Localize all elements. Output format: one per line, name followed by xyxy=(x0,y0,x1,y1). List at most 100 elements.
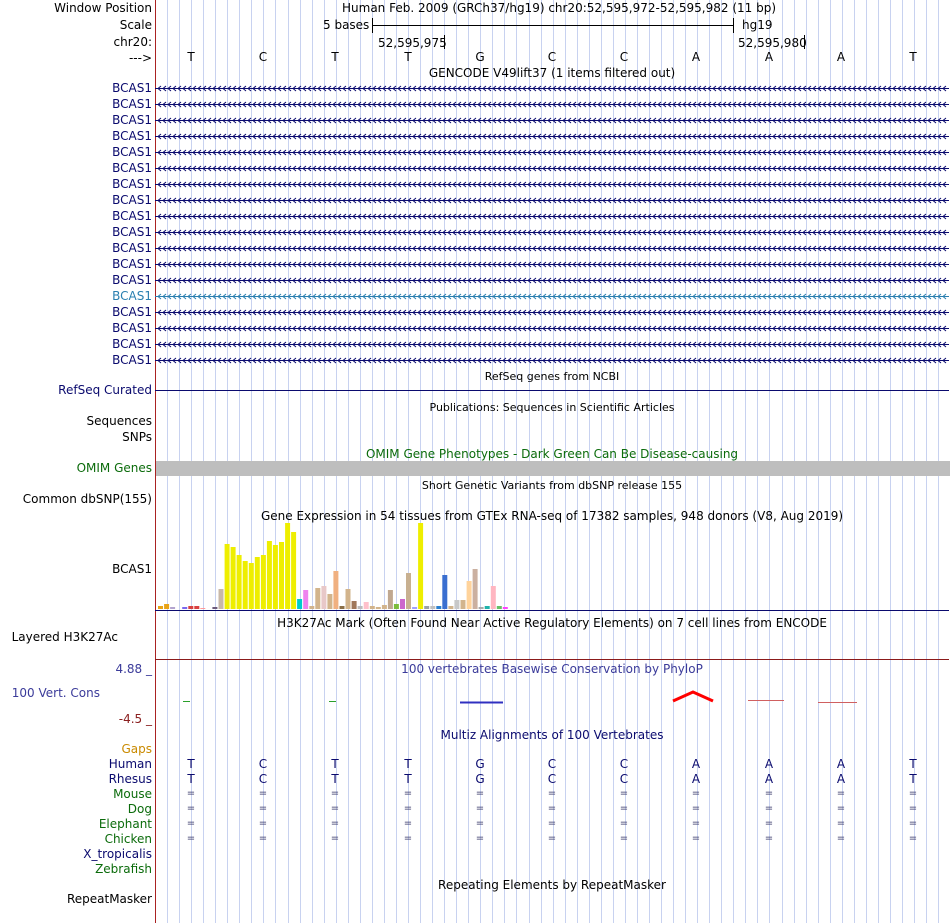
gencode-item-label[interactable]: BCAS1 xyxy=(112,225,152,239)
gaps-label: Gaps xyxy=(121,742,152,756)
gtex-bar xyxy=(236,555,242,609)
gencode-item-label[interactable]: BCAS1 xyxy=(112,81,152,95)
alignment-base: = xyxy=(908,833,918,844)
multiz-title: Multiz Alignments of 100 Vertebrates xyxy=(440,728,664,742)
gtex-bar xyxy=(242,561,248,609)
gtex-bar xyxy=(158,606,163,609)
omim-title: OMIM Gene Phenotypes - Dark Green Can Be… xyxy=(365,447,739,461)
alignment-base: G xyxy=(475,772,485,786)
alignment-base: = xyxy=(691,788,701,799)
gencode-strand-arrows xyxy=(157,117,947,124)
gtex-bar xyxy=(315,588,321,609)
alignment-base: C xyxy=(547,757,557,771)
gencode-item-label[interactable]: BCAS1 xyxy=(112,257,152,271)
refseq-label[interactable]: RefSeq Curated xyxy=(58,383,152,397)
gtex-bar xyxy=(194,606,200,609)
gtex-gene-label[interactable]: BCAS1 xyxy=(112,562,152,576)
gtex-bar xyxy=(321,586,327,609)
gencode-item-label[interactable]: BCAS1 xyxy=(112,241,152,255)
snps-label[interactable]: SNPs xyxy=(122,430,152,444)
species-label[interactable]: Dog xyxy=(127,802,152,816)
alignment-base: T xyxy=(331,772,339,786)
gencode-item-label[interactable]: BCAS1 xyxy=(112,289,152,303)
alignment-base: = xyxy=(403,788,413,799)
window-position-value: Human Feb. 2009 (GRCh37/hg19) chr20:52,5… xyxy=(342,1,777,15)
alignment-base: = xyxy=(258,833,268,844)
alignment-base: = xyxy=(330,803,340,814)
gencode-item-label[interactable]: BCAS1 xyxy=(112,337,152,351)
gencode-title: GENCODE V49lift37 (1 items filtered out) xyxy=(428,66,676,80)
alignment-base: = xyxy=(547,818,557,829)
gtex-bar xyxy=(224,544,230,609)
alignment-base: = xyxy=(403,818,413,829)
gtex-bar xyxy=(297,599,303,609)
alignment-base: = xyxy=(475,818,485,829)
gencode-item-label[interactable]: BCAS1 xyxy=(112,305,152,319)
alignment-base: = xyxy=(186,788,196,799)
gtex-bar xyxy=(309,606,315,609)
alignment-base: = xyxy=(547,788,557,799)
gtex-title: Gene Expression in 54 tissues from GTEx … xyxy=(260,509,844,523)
gtex-bar xyxy=(339,606,345,609)
alignment-base: A xyxy=(691,757,701,771)
gencode-item-label[interactable]: BCAS1 xyxy=(112,321,152,335)
species-label[interactable]: Human xyxy=(108,757,152,771)
gtex-bar xyxy=(490,586,496,609)
species-label[interactable]: Elephant xyxy=(98,817,152,831)
sequence-base: T xyxy=(331,50,339,64)
gtex-bar xyxy=(363,602,369,609)
species-label[interactable]: Zebrafish xyxy=(95,862,152,876)
gencode-item-label[interactable]: BCAS1 xyxy=(112,273,152,287)
alignment-base: C xyxy=(258,772,268,786)
alignment-base: C xyxy=(619,772,629,786)
species-label[interactable]: Rhesus xyxy=(108,772,152,786)
gencode-strand-arrows xyxy=(157,229,947,236)
alignment-base: = xyxy=(475,833,485,844)
alignment-base: C xyxy=(258,757,268,771)
gtex-bar xyxy=(218,589,224,609)
gencode-item-label[interactable]: BCAS1 xyxy=(112,177,152,191)
gtex-bar xyxy=(436,606,442,609)
alignment-base: T xyxy=(404,757,412,771)
gtex-bar xyxy=(164,604,170,609)
chrom-label: chr20: xyxy=(113,35,152,49)
gtex-bar xyxy=(182,607,188,609)
species-label[interactable]: Chicken xyxy=(104,832,152,846)
alignment-base: = xyxy=(908,803,918,814)
gencode-item-label[interactable]: BCAS1 xyxy=(112,129,152,143)
gencode-item-label[interactable]: BCAS1 xyxy=(112,97,152,111)
gtex-bar xyxy=(381,605,387,609)
gencode-item-label[interactable]: BCAS1 xyxy=(112,353,152,367)
alignment-base: = xyxy=(619,803,629,814)
gencode-item-label[interactable]: BCAS1 xyxy=(112,193,152,207)
species-label[interactable]: X_tropicalis xyxy=(83,847,152,861)
gtex-bar xyxy=(478,607,484,609)
phylop-min-label: -4.5 _ xyxy=(118,712,152,726)
gtex-bar xyxy=(303,590,309,609)
gtex-bar xyxy=(279,542,284,609)
alignment-base: = xyxy=(619,833,629,844)
sequences-label[interactable]: Sequences xyxy=(86,414,152,428)
gencode-strand-arrows xyxy=(157,309,947,316)
omim-label[interactable]: OMIM Genes xyxy=(76,461,152,475)
gtex-bar xyxy=(393,604,399,609)
phylop-label[interactable]: 100 Vert. Cons xyxy=(11,686,100,700)
alignment-base: T xyxy=(187,757,195,771)
sequence-base: T xyxy=(909,50,917,64)
gtex-bar xyxy=(454,600,460,609)
gtex-bar xyxy=(387,590,393,609)
alignment-base: = xyxy=(258,788,268,799)
gtex-bar xyxy=(502,607,508,609)
repeatmasker-label[interactable]: RepeatMasker xyxy=(66,892,152,906)
h3k27ac-label[interactable]: Layered H3K27Ac xyxy=(11,630,118,644)
gtex-bar xyxy=(448,606,454,609)
dbsnp-label[interactable]: Common dbSNP(155) xyxy=(22,492,152,506)
gencode-item-label[interactable]: BCAS1 xyxy=(112,113,152,127)
strand-label: ---> xyxy=(128,51,152,65)
gencode-item-label[interactable]: BCAS1 xyxy=(112,161,152,175)
gtex-bar xyxy=(496,606,502,609)
species-label[interactable]: Mouse xyxy=(113,787,152,801)
alignment-base: = xyxy=(836,788,846,799)
gencode-item-label[interactable]: BCAS1 xyxy=(112,209,152,223)
gencode-item-label[interactable]: BCAS1 xyxy=(112,145,152,159)
